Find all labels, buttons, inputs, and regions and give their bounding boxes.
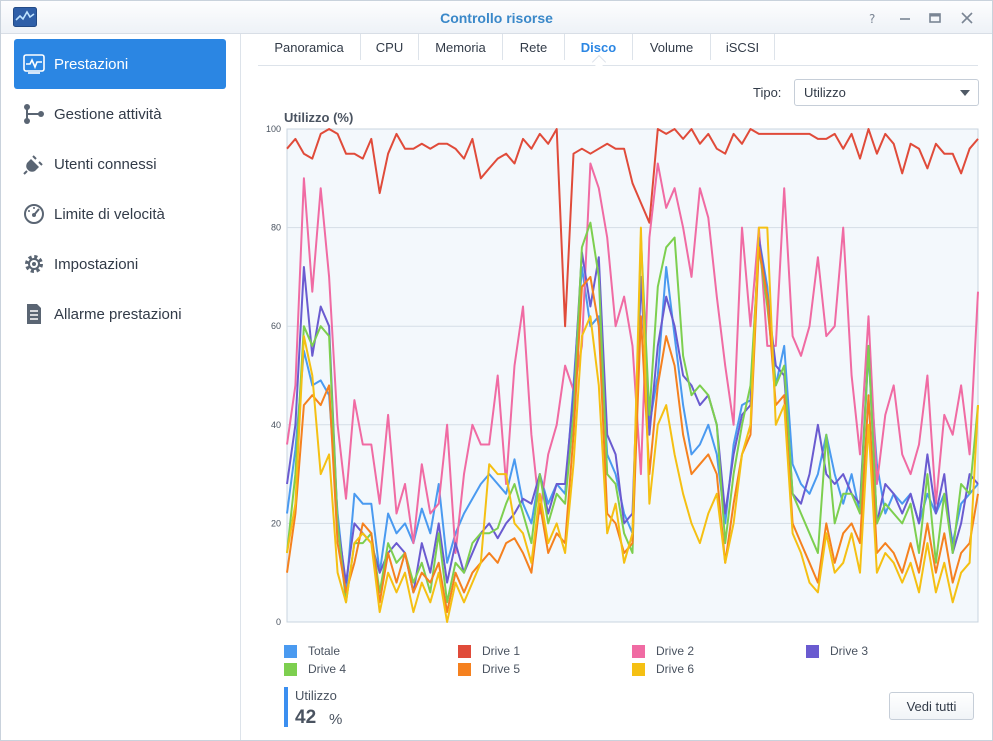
series-line-drive-5 xyxy=(286,246,979,614)
series-line-drive-4 xyxy=(286,221,979,604)
legend-item-drive-1[interactable]: Drive 1 xyxy=(458,644,520,658)
legend-swatch xyxy=(806,644,819,658)
title-bar: Controllo risorse ? xyxy=(1,1,992,34)
type-select-value: Utilizzo xyxy=(804,85,846,100)
minimize-icon[interactable] xyxy=(894,7,916,29)
y-tick-label: 40 xyxy=(271,420,281,430)
resource-monitor-app-icon xyxy=(13,7,37,27)
legend-label: Drive 6 xyxy=(656,662,695,676)
summary-value: 42 xyxy=(295,707,317,728)
legend-swatch xyxy=(632,644,645,658)
legend-item-drive-5[interactable]: Drive 5 xyxy=(458,662,520,676)
sidebar-item-prestazioni[interactable]: Prestazioni xyxy=(14,39,226,89)
legend-swatch xyxy=(458,662,471,676)
gear-icon xyxy=(22,252,46,276)
maximize-icon[interactable] xyxy=(924,7,946,29)
summary-unit: % xyxy=(329,711,343,728)
legend-item-drive-2[interactable]: Drive 2 xyxy=(632,644,694,658)
view-all-button[interactable]: Vedi tutti xyxy=(889,692,974,720)
tab-memoria[interactable]: Memoria xyxy=(419,34,503,60)
tab-disco[interactable]: Disco xyxy=(565,34,633,60)
type-label: Tipo: xyxy=(753,85,782,100)
legend-label: Drive 2 xyxy=(656,644,695,658)
legend-label: Drive 3 xyxy=(830,644,869,658)
sidebar-item-label: Limite di velocità xyxy=(54,205,165,223)
y-tick-label: 100 xyxy=(266,124,281,134)
chart-title: Utilizzo (%) xyxy=(284,110,354,125)
document-list-icon xyxy=(22,302,46,326)
speedometer-icon xyxy=(22,202,46,226)
sidebar-item-label: Utenti connessi xyxy=(54,155,157,173)
legend-swatch xyxy=(284,662,297,676)
sidebar-item-limite-velocita[interactable]: Limite di velocità xyxy=(14,189,226,239)
svg-text:?: ? xyxy=(869,12,875,26)
chevron-down-icon xyxy=(960,90,970,96)
sidebar-item-impostazioni[interactable]: Impostazioni xyxy=(14,239,226,289)
tab-cpu[interactable]: CPU xyxy=(361,34,419,60)
task-manager-icon xyxy=(22,102,46,126)
help-icon[interactable]: ? xyxy=(862,7,884,29)
legend-item-drive-3[interactable]: Drive 3 xyxy=(806,644,868,658)
sidebar: Prestazioni Gestione attività Utenti con… xyxy=(1,34,241,740)
series-line-drive-1 xyxy=(286,128,979,328)
legend-swatch xyxy=(458,644,471,658)
sidebar-item-label: Prestazioni xyxy=(54,55,129,73)
summary-label: Utilizzo xyxy=(295,688,337,703)
disk-utilization-chart: 0 20 40 60 80 100 xyxy=(266,124,979,627)
y-tick-label: 80 xyxy=(271,223,281,233)
series-line-drive-6 xyxy=(286,226,979,623)
legend-label: Totale xyxy=(308,644,341,658)
tab-iscsi[interactable]: iSCSI xyxy=(711,34,775,60)
legend-label: Drive 1 xyxy=(482,644,521,658)
sidebar-item-gestione-attivita[interactable]: Gestione attività xyxy=(14,89,226,139)
series-line-drive-2 xyxy=(286,162,979,554)
legend-label: Drive 4 xyxy=(308,662,347,676)
y-tick-label: 0 xyxy=(276,617,281,627)
y-tick-label: 20 xyxy=(271,518,281,528)
legend-swatch xyxy=(284,644,297,658)
sidebar-item-utenti-connessi[interactable]: Utenti connessi xyxy=(14,139,226,189)
performance-icon xyxy=(22,52,46,76)
close-icon[interactable] xyxy=(956,7,978,29)
tab-rete[interactable]: Rete xyxy=(503,34,565,60)
legend-label: Drive 5 xyxy=(482,662,521,676)
type-select[interactable]: Utilizzo xyxy=(794,79,979,106)
legend-item-totale[interactable]: Totale xyxy=(284,644,340,658)
window-title: Controllo risorse xyxy=(440,10,553,26)
legend-item-drive-6[interactable]: Drive 6 xyxy=(632,662,694,676)
tab-panoramica[interactable]: Panoramica xyxy=(258,34,361,60)
plug-icon xyxy=(22,152,46,176)
legend-item-drive-4[interactable]: Drive 4 xyxy=(284,662,346,676)
sidebar-item-allarme-prestazioni[interactable]: Allarme prestazioni xyxy=(14,289,226,339)
tab-volume[interactable]: Volume xyxy=(633,34,711,60)
y-tick-label: 60 xyxy=(271,321,281,331)
sidebar-item-label: Allarme prestazioni xyxy=(54,305,182,323)
sidebar-item-label: Impostazioni xyxy=(54,255,139,273)
summary-accent-bar xyxy=(284,687,288,727)
sidebar-item-label: Gestione attività xyxy=(54,105,162,123)
tab-bar: Panoramica CPU Memoria Rete Disco Volume… xyxy=(258,34,978,66)
chart-legend: Totale Drive 1 Drive 2 Drive 3 Drive 4 D… xyxy=(284,644,984,684)
legend-swatch xyxy=(632,662,645,676)
